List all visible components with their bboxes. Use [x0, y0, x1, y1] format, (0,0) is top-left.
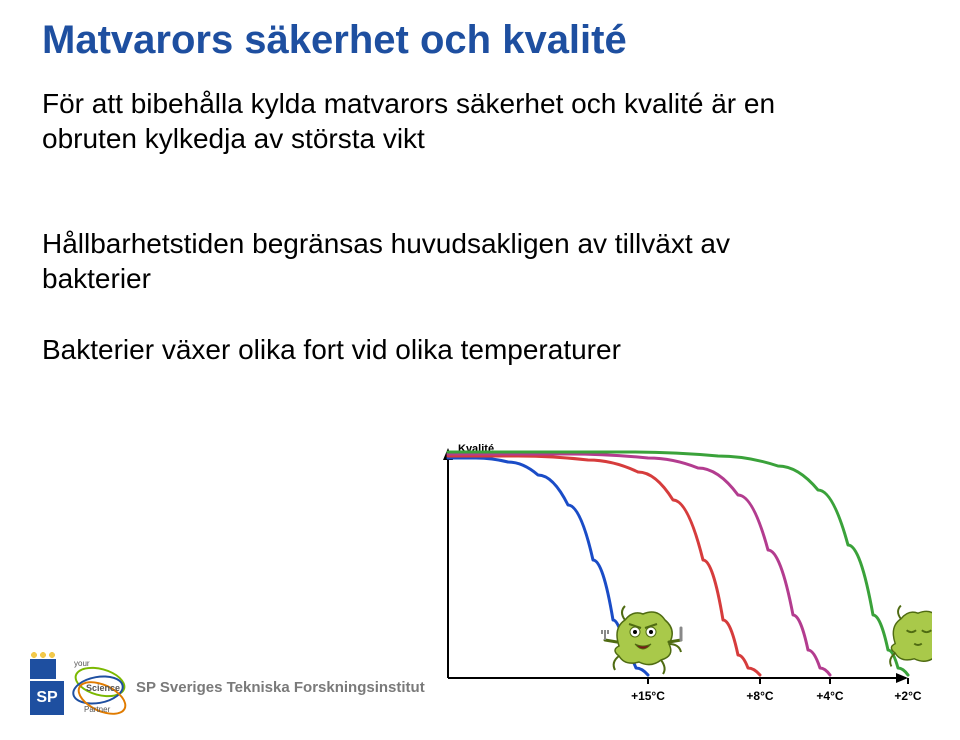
- sp-logo-box: SP: [30, 681, 64, 715]
- partner-label-mid: Science: [86, 684, 120, 693]
- partner-label-bot: Partner: [84, 706, 110, 714]
- sp-logo: SP: [30, 659, 64, 715]
- svg-text:+4°C: +4°C: [816, 689, 843, 703]
- footer: SP your Science Partner SP Sveriges Tekn…: [30, 656, 425, 718]
- quality-vs-temperature-chart: Kvalité+15°C+8°C+4°C+2°Czzz: [412, 432, 932, 722]
- crown-icon: [30, 659, 56, 679]
- svg-text:+8°C: +8°C: [746, 689, 773, 703]
- svg-text:+2°C: +2°C: [894, 689, 921, 703]
- page-title: Matvarors säkerhet och kvalité: [42, 18, 627, 63]
- paragraph-1: För att bibehålla kylda matvarors säkerh…: [42, 86, 822, 156]
- paragraph-3: Bakterier växer olika fort vid olika tem…: [42, 332, 621, 367]
- paragraph-2: Hållbarhetstiden begränsas huvudsakligen…: [42, 226, 822, 296]
- footer-text: SP Sveriges Tekniska Forskningsinstitut: [136, 679, 425, 696]
- science-partner-icon: your Science Partner: [70, 662, 126, 718]
- slide: Matvarors säkerhet och kvalité För att b…: [0, 0, 960, 740]
- svg-text:+15°C: +15°C: [631, 689, 665, 703]
- partner-label-top: your: [74, 660, 90, 668]
